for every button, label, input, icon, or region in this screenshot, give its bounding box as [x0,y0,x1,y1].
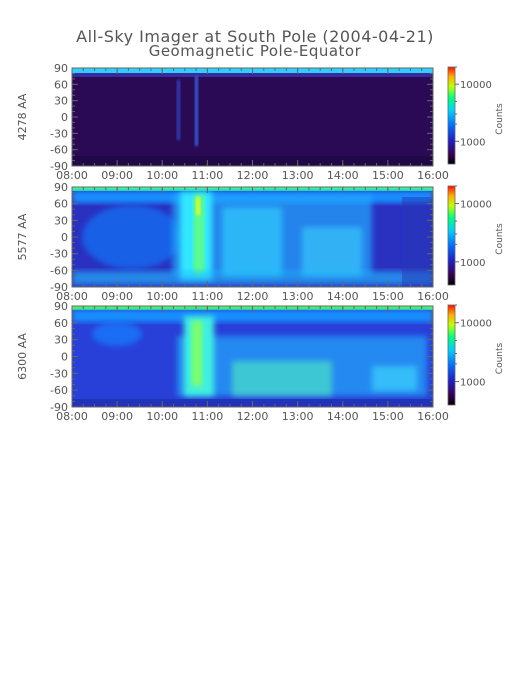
y-tick-label: 90 [54,62,68,75]
x-tick-label: 16:00 [417,290,449,303]
x-tick-label: 09:00 [101,290,133,303]
colorbar-label: Counts [495,103,505,135]
chart-title: All-Sky Imager at South Pole (2004-04-21… [76,27,434,46]
y-axis-label: 4278 AA [16,93,29,140]
y-axis-label: 5577 AA [16,213,29,260]
colorbar-label: Counts [495,342,505,374]
colorbar-tick-label: 10000 [460,319,492,330]
y-tick-label: -30 [50,127,68,140]
x-tick-label: 08:00 [56,410,88,423]
x-tick-label: 12:00 [237,169,269,182]
y-tick-label: -60 [50,144,68,157]
x-tick-label: 14:00 [327,169,359,182]
y-tick-label: -60 [50,264,68,277]
y-tick-label: 60 [54,78,68,91]
colorbar-tick-label: 1000 [460,378,485,389]
y-tick-label: -90 [50,401,68,414]
y-tick-label: -60 [50,384,68,397]
x-tick-label: 09:00 [101,410,133,423]
heatmap-image [72,187,433,287]
colorbar-tick-label: 10000 [460,80,492,91]
y-tick-label: -30 [50,248,68,261]
colorbar-tick-label: 1000 [460,137,485,148]
y-tick-label: -30 [50,367,68,380]
y-tick-label: 90 [54,181,68,194]
x-tick-label: 15:00 [372,410,404,423]
colorbar [447,304,456,406]
y-tick-label: 0 [61,111,68,124]
heatmap-image [72,306,433,407]
x-tick-label: 15:00 [372,290,404,303]
colorbar-tick-label: 1000 [460,258,485,269]
x-tick-label: 15:00 [372,169,404,182]
x-tick-label: 14:00 [327,290,359,303]
y-tick-label: 60 [54,317,68,330]
colorbar [447,66,456,165]
x-tick-label: 11:00 [192,290,224,303]
y-tick-label: -90 [50,160,68,173]
x-tick-label: 16:00 [417,410,449,423]
y-tick-label: 30 [54,334,68,347]
x-tick-label: 13:00 [282,290,314,303]
x-tick-label: 13:00 [282,410,314,423]
x-tick-label: 12:00 [237,290,269,303]
x-tick-label: 10:00 [146,290,178,303]
colorbar-tick-label: 10000 [460,200,492,211]
y-tick-label: 30 [54,214,68,227]
colorbar-label: Counts [495,223,505,255]
y-tick-label: 0 [61,351,68,364]
y-tick-label: 90 [54,300,68,313]
y-axis-label: 6300 AA [16,333,29,380]
x-tick-label: 11:00 [192,410,224,423]
x-tick-label: 08:00 [56,169,88,182]
x-tick-label: 09:00 [101,169,133,182]
y-tick-label: 30 [54,95,68,108]
y-tick-label: 0 [61,231,68,244]
x-tick-label: 10:00 [146,410,178,423]
y-tick-label: -90 [50,281,68,294]
x-tick-label: 16:00 [417,169,449,182]
colorbar [447,185,456,286]
x-tick-label: 12:00 [237,410,269,423]
heatmap-image [72,68,433,166]
x-tick-label: 13:00 [282,169,314,182]
chart-subtitle: Geomagnetic Pole-Equator [148,42,362,60]
x-tick-label: 08:00 [56,290,88,303]
x-tick-label: 10:00 [146,169,178,182]
x-tick-label: 11:00 [192,169,224,182]
x-tick-label: 14:00 [327,410,359,423]
y-tick-label: 60 [54,198,68,211]
